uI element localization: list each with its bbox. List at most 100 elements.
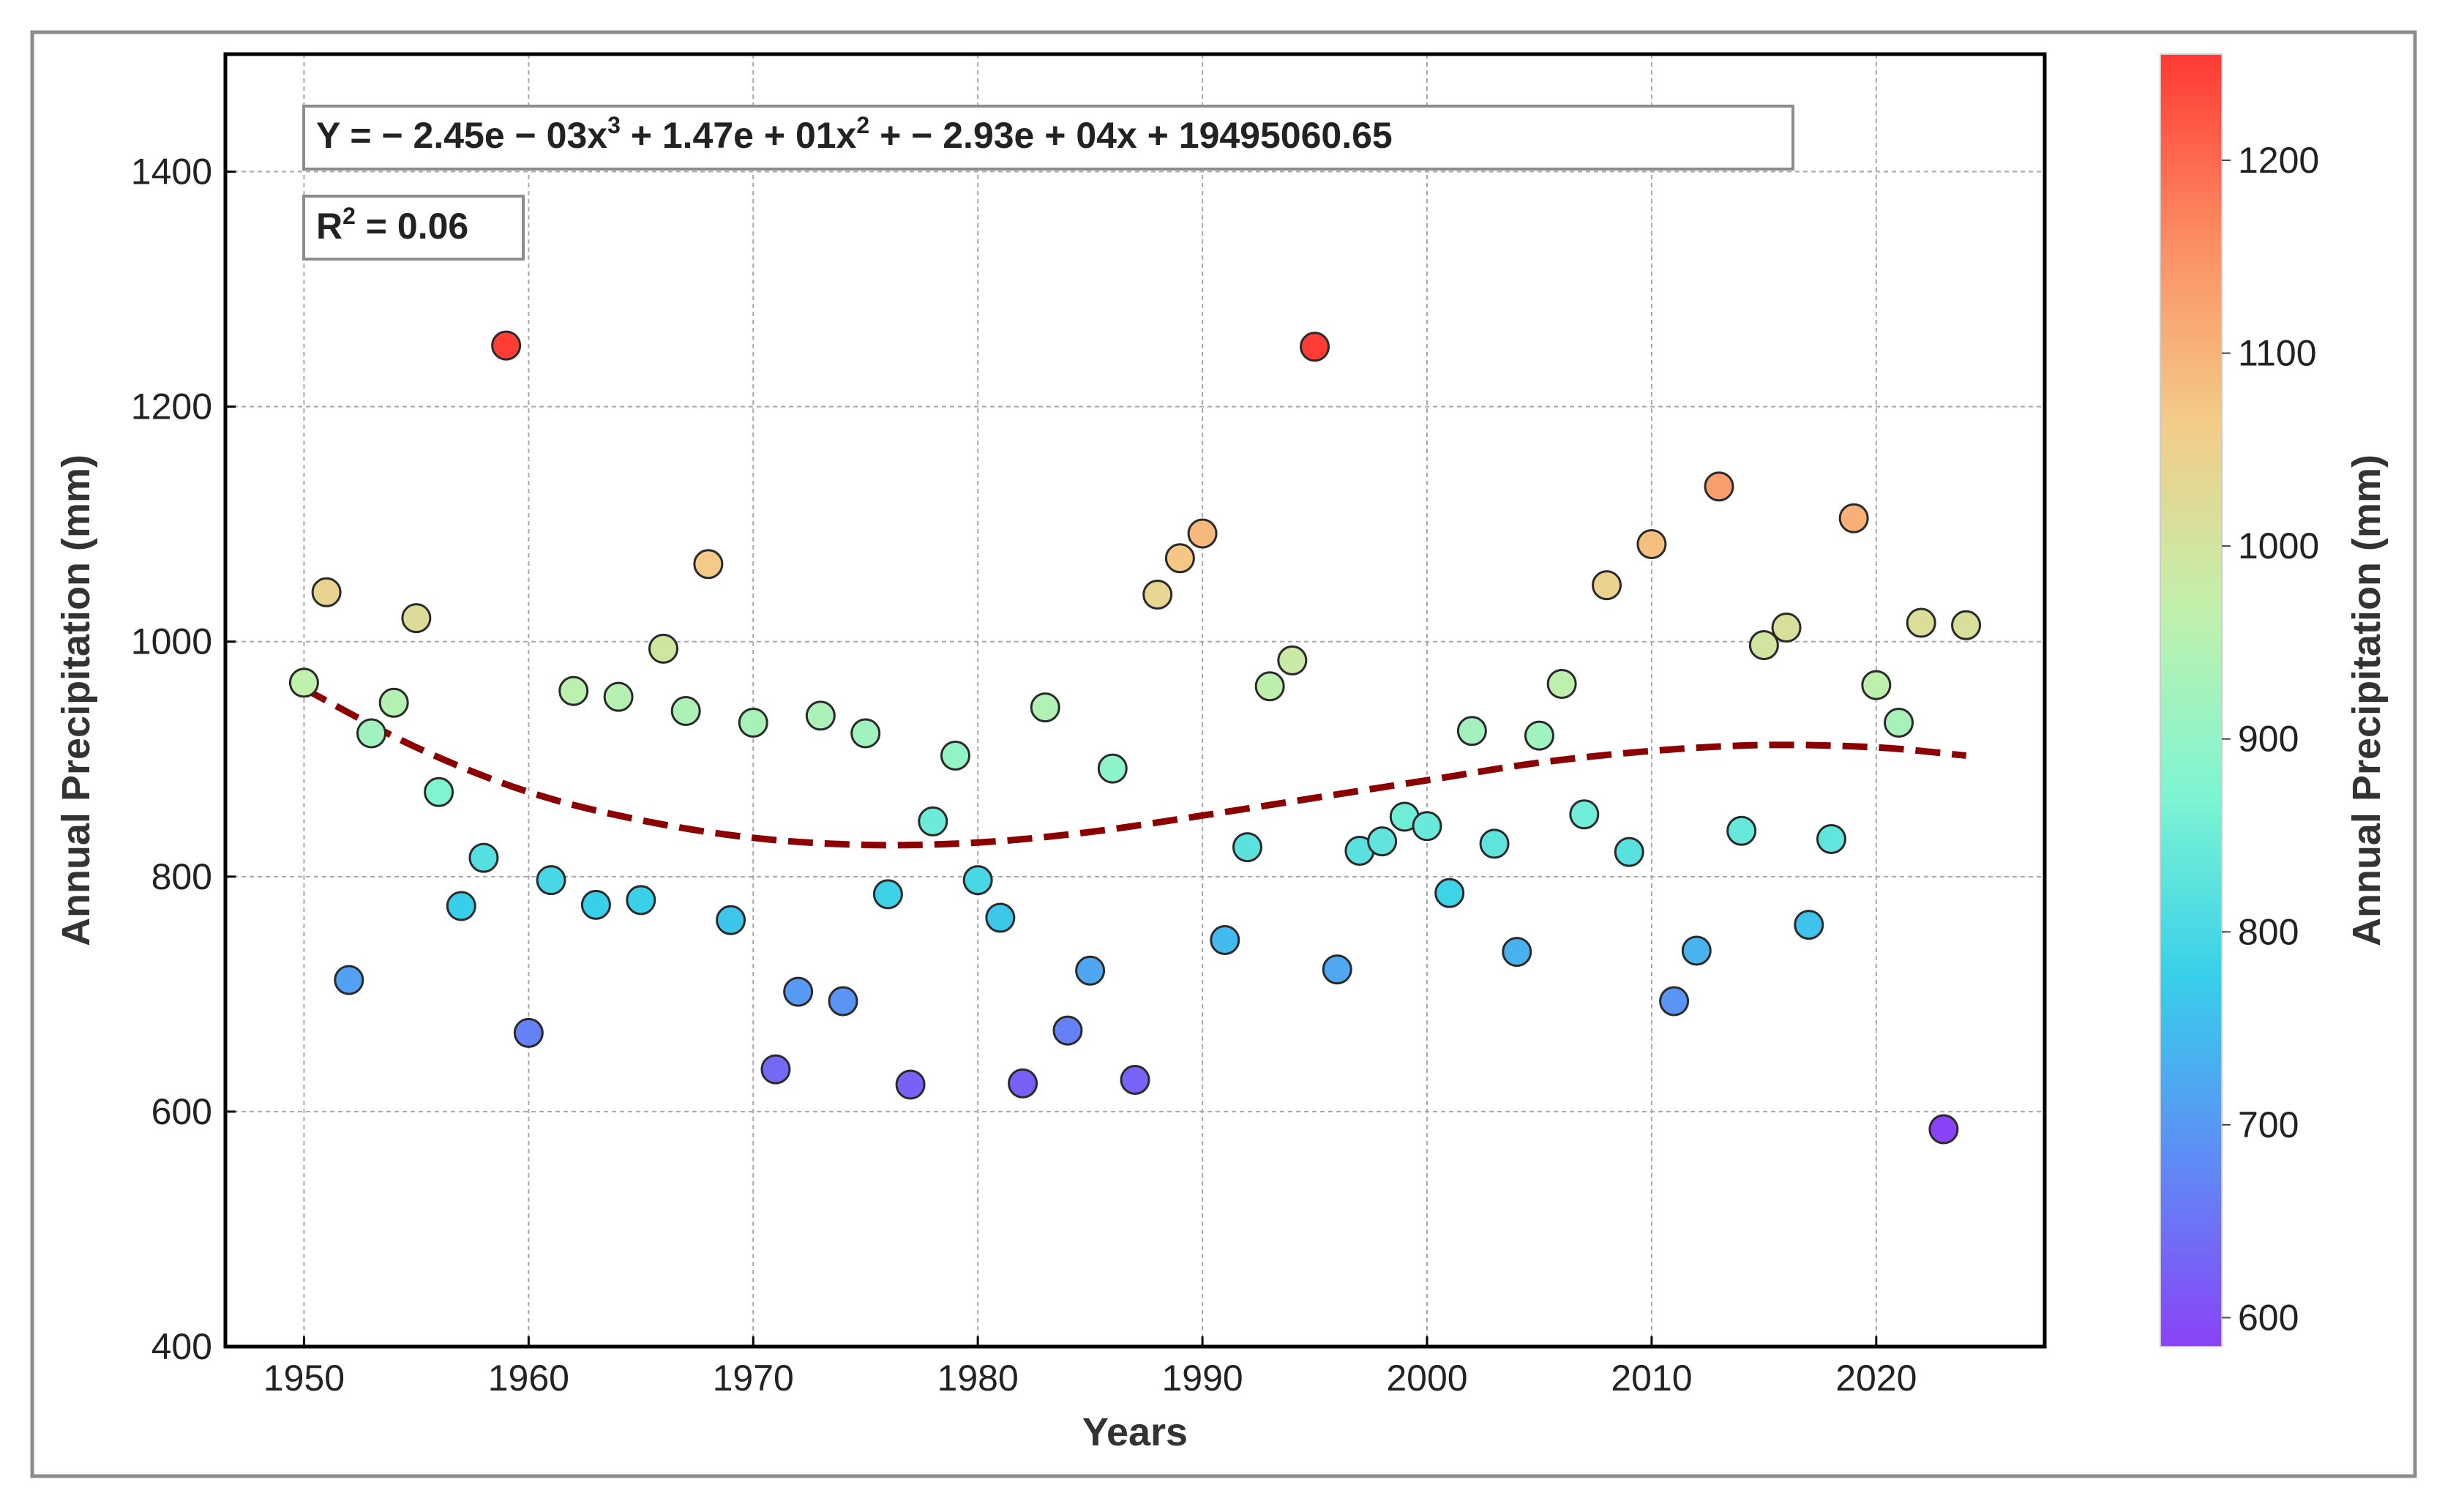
data-point [1367,826,1398,857]
equation-exponent-3: 3 [607,112,621,138]
r-squared-text: R2 = 0.06 [316,203,468,247]
equation-exponent-2: 2 [856,112,869,138]
data-point [1928,1114,1959,1145]
x-tick-label: 2010 [1611,1358,1692,1399]
colorbar-tick-label: 1200 [2238,140,2319,181]
equation-box [302,105,1794,171]
data-point [895,1069,926,1100]
data-point [1097,753,1128,784]
colorbar [2160,53,2223,1347]
regression-equation: Y = − 2.45e − 03x3 + 1.47e + 01x2 + − 2.… [316,112,1393,156]
y-tick-label: 1200 [131,386,212,427]
y-tick-label: 1000 [131,621,212,662]
data-point [1300,332,1330,362]
data-point [940,740,970,771]
data-point [356,718,386,749]
data-point [468,842,499,873]
x-tick-label: 1950 [263,1358,345,1399]
data-point [558,675,589,706]
equation-term-1: − 2.45e − 03x [381,115,607,156]
data-point [288,667,319,698]
colorbar-tick-label: 900 [2238,719,2299,760]
data-point [1704,471,1734,502]
data-point [1412,811,1442,842]
trend-line [302,685,1966,849]
data-point [1434,877,1465,908]
data-point [962,865,993,896]
data-point [1075,955,1106,986]
data-point [1659,986,1690,1017]
equation-term-2: + 1.47e + 01x [621,115,857,156]
data-point [648,633,678,664]
x-tick-label: 2000 [1386,1358,1467,1399]
data-points [288,330,1982,1145]
data-point [1771,612,1802,643]
data-point [738,708,768,738]
plot-area-frame [223,52,2047,1349]
data-point [424,776,454,807]
data-point [513,1017,544,1048]
x-tick-label: 1980 [937,1358,1019,1399]
colorbar-tick-label: 1000 [2238,525,2319,566]
data-point [918,806,948,837]
data-point [1120,1065,1150,1096]
data-point [1187,518,1218,549]
data-point [1277,645,1308,675]
data-point [1816,823,1846,854]
y-tick-label: 800 [151,856,212,897]
data-point [334,965,364,995]
colorbar-tick-label: 800 [2238,911,2299,952]
data-point [580,889,611,920]
data-point [311,577,342,607]
data-point [446,891,476,921]
data-point [1951,610,1982,640]
data-point [1456,716,1487,746]
x-tick-label: 2020 [1835,1358,1917,1399]
data-point [805,700,836,731]
figure-border [30,30,2417,1478]
data-point [1502,937,1532,968]
x-tick-label: 1960 [488,1358,569,1399]
equation-prefix: Y = [316,115,381,156]
y-tick-label: 400 [151,1326,212,1367]
data-point [1614,837,1644,867]
y-axis-ticks: 400 600 800 1000 1200 1400 [131,151,236,1367]
data-point [1592,570,1622,601]
data-point [1232,832,1262,863]
data-point [1052,1015,1083,1046]
data-point [1254,671,1285,702]
data-point [1164,543,1195,574]
data-point [1748,630,1779,661]
data-point [850,718,881,749]
x-tick-label: 1970 [713,1358,794,1399]
data-point [1210,925,1240,956]
data-point [401,603,432,634]
r-squared-exponent: 2 [342,203,356,229]
colorbar-label: Annual Precipitation (mm) [2345,454,2389,946]
data-point [1524,720,1554,751]
trend-layer [302,685,1966,849]
data-point [1479,828,1510,859]
colorbar-tick-label: 700 [2238,1104,2299,1145]
colorbar-tick-label: 600 [2238,1297,2299,1338]
data-point [378,687,409,718]
data-point [1838,503,1869,534]
x-axis-ticks: 1950 1960 1970 1980 1990 2000 2010 2020 [263,1336,1917,1399]
data-point [1142,580,1173,610]
data-point [1681,935,1712,966]
r-squared-value: = 0.06 [356,206,468,247]
data-point [872,879,903,910]
x-axis-label: Years [1082,1410,1188,1454]
r-squared-label: R [316,206,342,247]
data-point [1008,1068,1038,1099]
y-tick-label: 600 [151,1091,212,1132]
data-point [626,885,656,916]
x-tick-label: 1990 [1161,1358,1243,1399]
y-axis-label: Annual Precipitation (mm) [54,454,98,946]
data-point [1794,910,1824,940]
data-point [783,976,814,1007]
data-point [760,1054,791,1085]
y-tick-label: 1400 [131,151,212,192]
